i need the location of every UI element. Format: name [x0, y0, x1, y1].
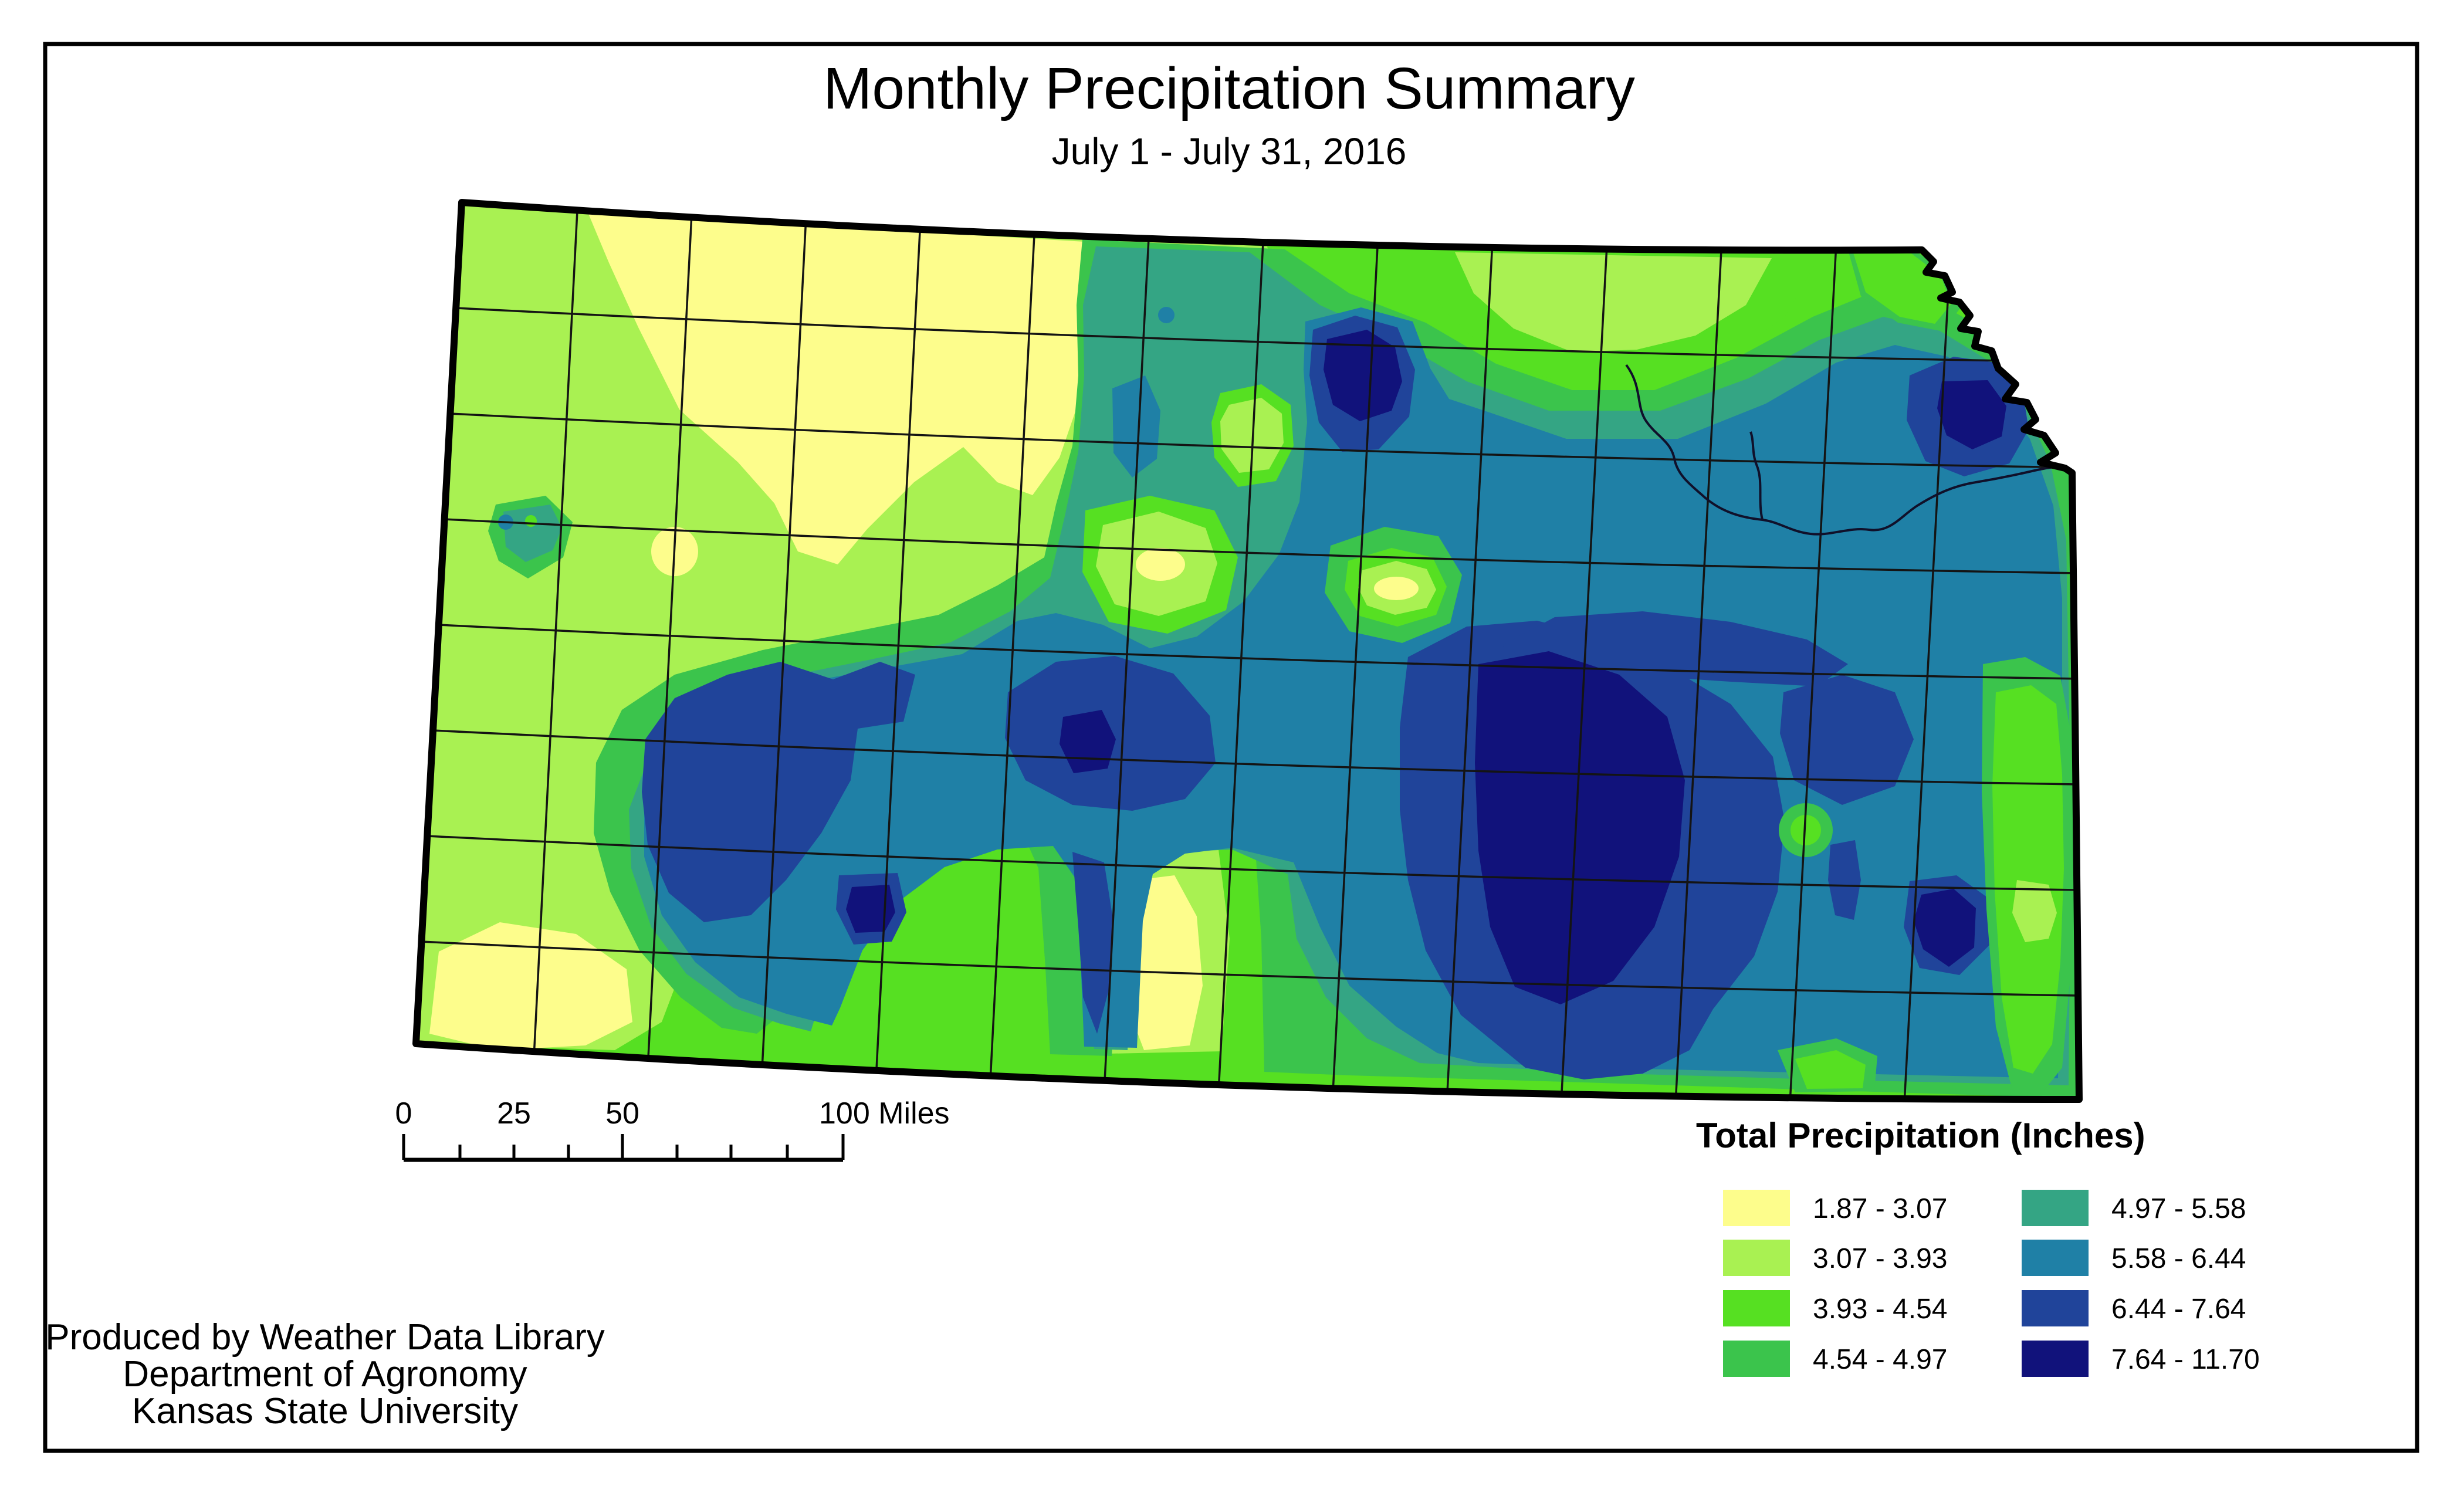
attribution: Produced by Weather Data Library Departm…	[45, 1317, 604, 1431]
legend-label-7: 6.44 - 7.64	[2111, 1294, 2246, 1325]
dry-west-edge-dot	[525, 515, 537, 527]
band8-regions	[846, 330, 2006, 1004]
kansas-river	[1625, 364, 2070, 536]
band7-east-blob	[1780, 675, 1914, 805]
dry-woodson-inner	[1791, 815, 1821, 845]
legend-swatch-6	[2022, 1240, 2089, 1276]
state-outline	[412, 199, 2083, 1103]
dry-flinthills-spot	[2012, 880, 2057, 942]
band6-north-dot	[1158, 307, 1175, 323]
scale-bar: 0 25 50 100 Miles	[395, 1096, 950, 1162]
page-subtitle: July 1 - July 31, 2016	[1052, 130, 1407, 172]
dry-northborder-inner	[1455, 252, 1772, 352]
band8-northeast-core	[1937, 380, 2006, 449]
scale-label-0: 0	[395, 1096, 412, 1131]
attribution-line-2: Department of Agronomy	[123, 1354, 527, 1395]
legend-label-3: 3.93 - 4.54	[1813, 1294, 1948, 1325]
band7-west-central-blob	[642, 662, 915, 922]
legend-swatch-1	[1723, 1190, 1790, 1226]
band7-south-finger	[1072, 852, 1112, 1034]
legend-swatch-8	[2022, 1341, 2089, 1377]
attribution-line-1: Produced by Weather Data Library	[45, 1317, 604, 1358]
legend-title: Total Precipitation (Inches)	[1696, 1116, 2145, 1155]
outer-frame	[43, 42, 2419, 1453]
band1-northwest-core	[588, 212, 1204, 564]
county-horizontal-lines	[421, 307, 2079, 997]
legend-label-1: 1.87 - 3.07	[1813, 1193, 1948, 1224]
band8-north-central-core	[1324, 330, 1402, 421]
scale-label-50: 50	[605, 1096, 639, 1131]
scale-label-25: 25	[497, 1096, 531, 1131]
band8-southcentral-core	[1475, 651, 1685, 1004]
page-title: Monthly Precipitation Summary	[823, 56, 1635, 121]
scale-bar-ticks	[402, 1134, 845, 1160]
dry-chautauqua-inner	[1795, 1050, 1866, 1089]
legend-label-4: 4.54 - 4.97	[1813, 1344, 1948, 1375]
legend-swatch-7	[2022, 1290, 2089, 1326]
dry-ellsworth-core	[1136, 548, 1185, 581]
legend-swatch-2	[1723, 1240, 1790, 1276]
legend: Total Precipitation (Inches) 1.87 - 3.07…	[1696, 1116, 2260, 1377]
legend-label-8: 7.64 - 11.70	[2111, 1344, 2260, 1375]
rivers	[1625, 364, 2070, 536]
legend-label-6: 5.58 - 6.44	[2111, 1243, 2246, 1274]
map-fill-layers	[416, 202, 2079, 1099]
band6-north-band-core	[1112, 375, 1160, 478]
band5-west-edge-core	[503, 505, 562, 562]
band1-southwest-core	[429, 922, 632, 1050]
band7-east-sliver	[1828, 840, 1861, 920]
legend-label-2: 3.07 - 3.93	[1813, 1243, 1948, 1274]
legend-swatch-5	[2022, 1190, 2089, 1226]
band8-southeast-core	[1914, 889, 1976, 967]
band8-southwest-core	[846, 885, 895, 933]
county-vertical-lines	[530, 202, 1952, 1099]
scale-label-100-miles: 100 Miles	[819, 1096, 950, 1131]
legend-label-5: 4.97 - 5.58	[2111, 1193, 2246, 1224]
river-branch	[1749, 431, 1764, 520]
dry-salina-core	[1374, 577, 1419, 600]
legend-swatch-4	[1723, 1341, 1790, 1377]
attribution-line-3: Kansas State University	[132, 1391, 518, 1431]
legend-swatch-3	[1723, 1290, 1790, 1326]
county-grid	[421, 202, 2079, 1099]
